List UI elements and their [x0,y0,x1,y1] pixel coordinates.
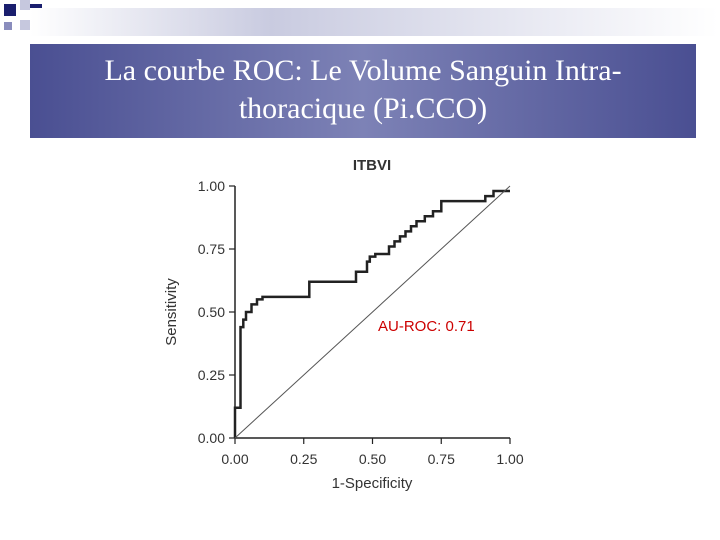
x-tick-label: 0.00 [221,451,248,467]
x-tick-label: 0.75 [428,451,455,467]
x-tick-label: 0.25 [290,451,317,467]
header-strip [30,8,718,36]
chart-title: ITBVI [353,157,391,174]
roc-chart: 0.00 0.25 0.50 0.75 1.00 0.00 0.25 0.50 0.75 1.00… [163,157,524,492]
y-tick-label: 0.25 [198,367,225,383]
square-5 [4,22,12,30]
title-band [30,44,696,138]
square-2 [20,0,30,10]
slide-title-line-1: La courbe ROC: Le Volume Sanguin Intra- [104,54,622,87]
y-tick-label: 0.50 [198,304,225,320]
y-axis-label: Sensitivity [163,278,180,346]
auc-annotation: AU-ROC: 0.71 [378,318,475,335]
y-tick-label: 1.00 [198,178,225,194]
x-axis-label: 1-Specificity [332,475,413,492]
square-1 [4,4,16,16]
y-tick-label: 0.00 [198,430,225,446]
roc-curve [233,189,510,438]
x-tick-label: 1.00 [496,451,523,467]
reference-diagonal [234,185,511,439]
slide-title-line-2: thoracique (Pi.CCO) [238,92,488,125]
square-4 [20,20,30,30]
slide-title: La courbe ROC: Le Volume Sanguin Intra- … [30,52,696,128]
y-tick-label: 0.75 [198,241,225,257]
x-tick-label: 0.50 [359,451,386,467]
plot-area: 0.00 0.25 0.50 0.75 1.00 0.00 0.25 0.50 0.75 1.00 [198,178,524,467]
